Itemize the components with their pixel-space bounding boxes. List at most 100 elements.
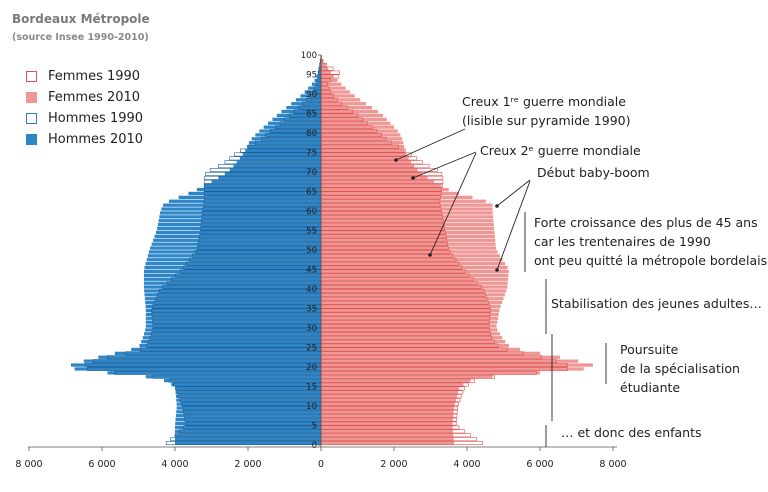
bar-femmes-2010-age-72 [321,160,412,164]
bar-hommes-2010-age-54 [156,230,321,235]
bar-femmes-2010-age-63 [321,195,473,199]
bar-hommes-2010-age-61 [163,203,321,207]
bar-hommes-2010-age-52 [153,238,321,242]
bar-hommes-2010-age-42 [143,277,321,281]
leader-ww2-a [412,151,477,179]
bar-femmes-2010-age-17 [321,375,493,379]
bar-hommes-2010-age-83 [272,117,321,121]
bar-femmes-2010-age-11 [321,398,456,402]
bar-hommes-2010-age-43 [143,273,321,277]
bar-hommes-2010-age-14 [175,386,321,391]
bar-hommes-2010-age-66 [204,184,321,188]
bar-femmes-2010-age-50 [321,246,497,250]
bar-femmes-2010-age-46 [321,262,506,266]
bar-hommes-2010-age-78 [251,137,321,141]
bar-femmes-2010-age-10 [321,402,455,406]
bar-femmes-2010-age-70 [321,168,418,172]
bar-femmes-2010-age-40 [321,285,508,289]
bar-hommes-2010-age-8 [176,410,321,414]
bar-hommes-2010-age-28 [143,332,321,336]
bar-hommes-2010-age-51 [151,242,321,246]
bar-hommes-2010-age-17 [145,375,321,379]
bar-hommes-2010-age-64 [188,191,321,196]
legend-label: Hommes 2010 [48,132,144,147]
bar-hommes-2010-age-32 [145,316,321,320]
bar-femmes-2010-age-8 [321,410,454,414]
bar-hommes-2010-age-0 [175,441,321,445]
bar-femmes-2010-age-9 [321,406,455,410]
annotation-young-adults: Stabilisation des jeunes adultes… [551,296,762,311]
annotation-ww1-line1: Creux 1ʳᵉ guerre mondiale [462,94,626,109]
bar-femmes-2010-age-60 [321,207,493,211]
bar-hommes-2010-age-81 [263,125,321,129]
annotation-over45-line3: ont peu quitté la métropole bordelaise [534,253,768,268]
series-femmes-1990 [320,54,568,445]
bar-hommes-2010-age-34 [145,308,321,313]
bar-femmes-2010-age-83 [321,117,387,121]
bar-hommes-2010-age-25 [139,343,321,348]
legend-swatch-femmes-2010 [26,92,37,103]
bar-femmes-2010-age-67 [321,180,435,184]
bar-femmes-2010-age-79 [321,133,401,137]
bar-hommes-2010-age-50 [150,246,321,250]
bar-femmes-2010-age-54 [321,230,495,235]
x-tick-label: 8 000 [599,459,626,470]
bar-femmes-2010-age-23 [321,351,540,355]
annotation-students-line1: Poursuite [620,342,679,357]
bar-hommes-2010-age-15 [171,382,321,387]
bar-femmes-2010-age-96 [321,67,329,71]
bar-femmes-2010-age-95 [321,70,331,75]
bar-hommes-2010-age-59 [160,211,321,215]
bar-femmes-2010-age-93 [321,78,338,82]
leader-babyboom-a [496,179,531,207]
bar-hommes-2010-age-39 [144,289,321,293]
leader-dot-ww2-b [428,253,432,257]
leader-dot-ww1 [394,158,398,162]
bar-hommes-2010-age-16 [164,379,321,383]
bar-femmes-2010-age-33 [321,312,499,316]
bar-femmes-2010-age-87 [321,102,367,106]
leader-babyboom-b [496,180,531,271]
age-tick-label: 50 [306,246,317,256]
bar-hommes-2010-age-95 [317,70,321,75]
bar-femmes-2010-age-47 [321,258,503,262]
bar-hommes-2010-age-11 [176,398,321,402]
annotation-ww2: Creux 2ᵉ guerre mondiale [480,143,641,158]
bar-femmes-2010-age-71 [321,164,415,168]
bar-femmes-2010-age-34 [321,308,500,313]
annotation-over45: Forte croissance des plus de 45 ans car … [534,213,768,270]
bar-hommes-2010-age-19 [74,367,321,371]
x-tick-label: 4 000 [161,459,188,470]
bar-hommes-2010-age-80 [259,129,321,133]
bar-hommes-2010-age-89 [300,94,321,98]
series-hommes-1990 [85,54,322,445]
bar-hommes-2010-age-12 [175,394,321,398]
bar-femmes-2010-age-7 [321,414,454,418]
bar-femmes-2010-age-78 [321,137,403,141]
x-tick-label: 4 000 [453,459,480,470]
bar-femmes-2010-age-26 [321,340,506,344]
bar-femmes-2010-age-0 [321,441,455,445]
age-tick-label: 25 [306,344,317,354]
bar-hommes-2010-age-29 [145,328,321,332]
bar-femmes-2010-age-51 [321,242,496,246]
chart-subtitle: (source Insee 1990-2010) [12,32,149,43]
bar-femmes-2010-age-2 [321,433,454,437]
legend-label: Femmes 1990 [48,69,141,84]
bar-femmes-2010-age-27 [321,336,503,340]
age-tick-label: 75 [306,149,317,159]
bar-femmes-2010-age-43 [321,273,509,277]
bar-femmes-2010-age-16 [321,379,471,383]
bar-femmes-2010-age-82 [321,121,391,125]
bar-hommes-2010-age-27 [142,336,321,340]
bar-femmes-2010-age-89 [321,94,355,98]
bar-hommes-2010-age-26 [141,340,321,344]
bar-hommes-2010-age-7 [175,414,321,418]
bar-femmes-2010-age-18 [321,371,540,375]
age-tick-label: 20 [306,363,317,373]
bar-hommes-2010-age-84 [276,113,321,118]
leader-ww1 [395,128,466,161]
bar-hommes-2010-age-10 [176,402,321,406]
bar-hommes-2010-age-70 [229,168,321,172]
annotation-babyboom: Début baby-boom [537,165,650,180]
